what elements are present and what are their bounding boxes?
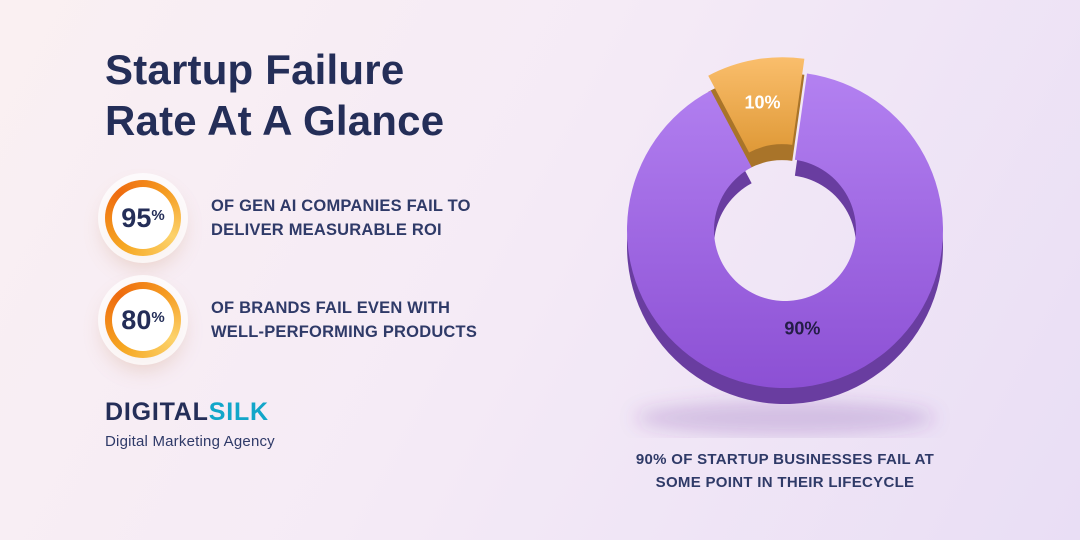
logo-word-digital: DIGITAL [105,398,209,427]
stat-80-value: 80% [121,305,164,336]
stat-95-text: OF GEN AI COMPANIES FAIL TO DELIVER MEAS… [211,194,471,244]
chart-caption: 90% OF STARTUP BUSINESSES FAIL AT SOME P… [545,448,1025,495]
stat-row-80: 80% OF BRANDS FAIL EVEN WITH WELL-PERFOR… [105,282,535,359]
stat-badge-80-ring: 80% [105,282,181,359]
stat-95-text-line2: DELIVER MEASURABLE ROI [211,221,442,240]
donut-slice-label-90: 90% [784,318,820,338]
logo-tagline: Digital Marketing Agency [105,433,275,451]
stat-row-95: 95% OF GEN AI COMPANIES FAIL TO DELIVER … [105,180,535,257]
stat-badge-80-inner: 80% [112,289,174,352]
stat-95-number: 95 [121,202,152,233]
stat-badge-95-inner: 95% [112,187,174,250]
chart-caption-line2: SOME POINT IN THEIR LIFECYCLE [655,474,915,492]
stat-80-number: 80 [121,304,152,335]
stat-badge-95-ring: 95% [105,180,181,257]
stat-95-percent-sign: % [151,206,165,224]
donut-slice-label-10: 10% [744,92,780,112]
page-title: Startup Failure Rate At A Glance [105,44,535,146]
logo-wordmark: DIGITALSILK [105,398,535,427]
stat-95-value: 95% [121,203,164,234]
stat-80-text: OF BRANDS FAIL EVEN WITH WELL-PERFORMING… [211,296,477,346]
stat-95-text-line1: OF GEN AI COMPANIES FAIL TO [211,196,471,215]
stats-list: 95% OF GEN AI COMPANIES FAIL TO DELIVER … [105,180,535,359]
stat-80-text-line1: OF BRANDS FAIL EVEN WITH [211,298,451,317]
page-title-line2: Rate At A Glance [105,97,445,145]
logo: DIGITALSILK Digital Marketing Agency [105,398,535,450]
donut-chart: 90% 10% [627,57,943,435]
logo-word-silk: SILK [208,398,269,427]
stat-80-text-line2: WELL-PERFORMING PRODUCTS [211,323,478,342]
stat-80-percent-sign: % [151,308,165,326]
page-title-line1: Startup Failure [105,46,405,93]
right-column: 90% 10% 90% OF STARTUP BUSINESSES FAIL AT… [545,8,1045,540]
chart-caption-line1: 90% OF STARTUP BUSINESSES FAIL AT [635,451,935,468]
left-column: Startup Failure Rate At A Glance 95% OF … [105,44,535,450]
